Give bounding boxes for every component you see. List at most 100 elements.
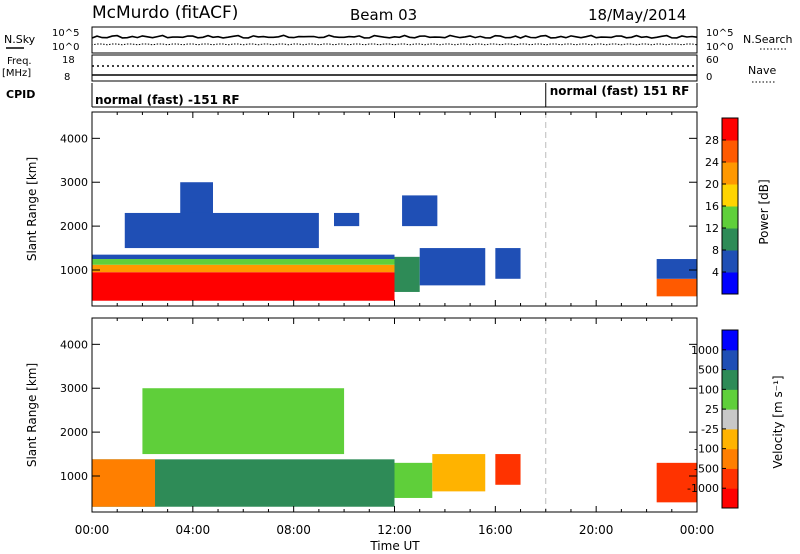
velocity-axes: 1000 2000 3000 4000 — [60, 318, 698, 512]
data-region — [656, 278, 697, 297]
data-region — [92, 272, 395, 301]
nsky-tick-high: 10^5 — [52, 28, 79, 39]
data-region — [334, 212, 360, 227]
freq-panel — [91, 54, 698, 82]
velocity-colorbar-swatch — [722, 409, 738, 430]
power-colorbar-tick-label: 20 — [705, 178, 719, 191]
data-region — [495, 248, 521, 279]
data-region — [402, 195, 438, 227]
velocity-ylabel: Slant Range [km] — [25, 363, 39, 467]
velocity-colorbar-swatch — [722, 428, 738, 450]
time-axis-title: Time UT — [369, 539, 420, 553]
station-title: McMurdo (fitACF) — [92, 3, 238, 23]
power-panel: 1000 2000 3000 4000 Slant Range [km] — [25, 111, 698, 307]
nsky-tick-low: 10^0 — [52, 42, 79, 53]
y-tick-label: 3000 — [60, 382, 88, 395]
nsky-trace — [91, 34, 698, 46]
velocity-colorbar-tick-label: 25 — [705, 403, 719, 416]
x-tick-label: 04:00 — [176, 523, 211, 537]
power-colorbar: 4 8 12 16 20 24 28 — [705, 117, 739, 295]
nsearch-line — [91, 43, 698, 46]
power-colorbar-swatch — [722, 250, 738, 273]
y-tick-label: 2000 — [60, 220, 88, 233]
data-region — [92, 254, 395, 260]
freq-trace — [92, 65, 697, 76]
x-tick-label: 00:00 — [75, 523, 110, 537]
data-region — [394, 462, 433, 498]
nave-tick-low: 0 — [706, 72, 712, 83]
data-region — [419, 248, 486, 286]
velocity-colorbar-label: Velocity [m s⁻¹] — [771, 375, 785, 468]
nave-tick-high: 60 — [706, 55, 719, 66]
power-colorbar-tick-label: 28 — [705, 134, 719, 147]
velocity-colorbar-swatch — [722, 330, 738, 351]
power-colorbar-swatch — [722, 206, 738, 229]
power-colorbar-swatch — [722, 162, 738, 185]
x-tick-label: 08:00 — [276, 523, 311, 537]
power-data — [92, 182, 697, 301]
velocity-colorbar: 1000 500 100 25 -25 -100 -500 -1000 — [687, 329, 739, 509]
y-tick-label: 2000 — [60, 426, 88, 439]
power-axes: 1000 2000 3000 4000 — [60, 112, 698, 306]
x-tick-label: 00:00 — [680, 523, 715, 537]
power-colorbar-tick-label: 16 — [705, 200, 719, 213]
velocity-colorbar-swatch — [722, 468, 738, 489]
data-region — [92, 264, 395, 273]
nsky-label: N.Sky — [4, 33, 36, 46]
data-region — [92, 259, 395, 265]
power-colorbar-tick-label: 12 — [705, 222, 719, 235]
date-title: 18/May/2014 — [588, 6, 686, 24]
velocity-colorbar-swatch — [722, 448, 738, 469]
y-tick-label: 4000 — [60, 338, 88, 351]
power-colorbar-tick-label: 24 — [705, 156, 719, 169]
freq-tick-high: 18 — [62, 55, 75, 66]
x-tick-label: 20:00 — [579, 523, 614, 537]
velocity-colorbar-tick-label: -500 — [694, 462, 719, 475]
velocity-colorbar-tick-label: -100 — [694, 443, 719, 456]
velocity-colorbar-swatch — [722, 389, 738, 410]
cpid-segment-label: normal (fast) 151 RF — [550, 84, 690, 98]
power-ylabel: Slant Range [km] — [25, 157, 39, 261]
velocity-colorbar-tick-label: -25 — [701, 423, 719, 436]
y-tick-label: 1000 — [60, 470, 88, 483]
power-colorbar-swatch — [722, 228, 738, 251]
power-colorbar-label: Power [dB] — [757, 179, 771, 244]
cpid-segment-label: normal (fast) -151 RF — [95, 93, 240, 107]
nsearch-tick-high: 10^5 — [706, 28, 733, 39]
velocity-colorbar-frame — [721, 329, 739, 509]
data-region — [656, 259, 697, 279]
power-colorbar-swatch — [722, 118, 738, 141]
data-region — [495, 454, 521, 485]
power-colorbar-tick-label: 4 — [712, 266, 719, 279]
nsearch-tick-low: 10^0 — [706, 42, 733, 53]
y-tick-label: 3000 — [60, 176, 88, 189]
x-tick-label: 16:00 — [478, 523, 513, 537]
time-axis-labels: 00:00 04:00 08:00 12:00 16:00 20:00 00:00 — [75, 523, 715, 537]
freq-tick-low: 8 — [64, 72, 70, 83]
velocity-colorbar-tick-label: -1000 — [687, 482, 719, 495]
velocity-colorbar-swatch — [722, 488, 738, 509]
beam-title: Beam 03 — [350, 6, 417, 24]
x-tick-label: 12:00 — [377, 523, 412, 537]
data-region — [432, 454, 486, 492]
y-tick-label: 4000 — [60, 132, 88, 145]
data-region — [656, 462, 697, 503]
power-colorbar-swatch — [722, 184, 738, 207]
nsky-panel — [91, 26, 698, 54]
freq-label: Freq. — [7, 56, 32, 67]
cpid-label: CPID — [6, 88, 35, 101]
nsearch-label: N.Search — [743, 33, 793, 46]
nsky-line — [91, 34, 698, 39]
power-colorbar-swatch — [722, 272, 738, 295]
velocity-colorbar-swatch — [722, 349, 738, 371]
velocity-colorbar-tick-label: 1000 — [691, 344, 719, 357]
freq-unit: [MHz] — [2, 68, 31, 79]
velocity-colorbar-swatch — [722, 369, 738, 390]
nave-label: Nave — [748, 64, 776, 77]
data-region — [92, 459, 156, 507]
power-colorbar-tick-label: 8 — [712, 244, 719, 257]
data-region — [124, 212, 319, 249]
y-tick-label: 1000 — [60, 264, 88, 277]
data-region — [394, 256, 420, 292]
